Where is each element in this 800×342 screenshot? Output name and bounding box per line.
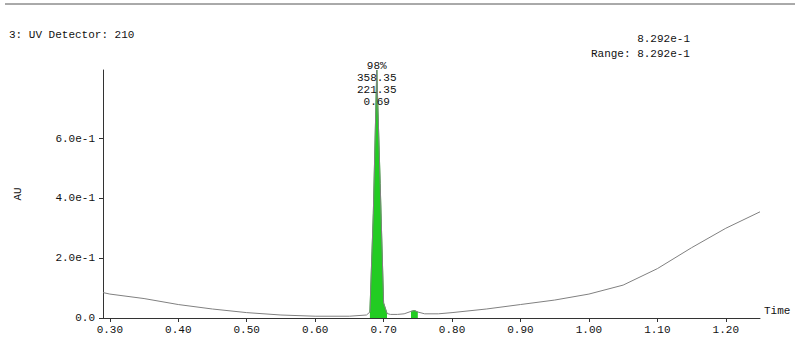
svg-text:0.50: 0.50	[234, 324, 260, 336]
svg-text:4.0e-1: 4.0e-1	[55, 192, 95, 204]
svg-text:3: UV Detector: 210: 3: UV Detector: 210	[9, 29, 134, 41]
svg-text:1.10: 1.10	[644, 324, 670, 336]
svg-text:Range: 8.292e-1: Range: 8.292e-1	[591, 48, 690, 60]
svg-text:358.35: 358.35	[357, 72, 397, 84]
svg-text:Time: Time	[764, 305, 790, 317]
svg-text:0.40: 0.40	[165, 324, 191, 336]
svg-text:0.60: 0.60	[302, 324, 328, 336]
svg-text:8.292e-1: 8.292e-1	[637, 33, 690, 45]
svg-text:AU: AU	[12, 187, 24, 200]
svg-text:0.90: 0.90	[507, 324, 533, 336]
svg-text:221.35: 221.35	[357, 84, 397, 96]
svg-text:0.70: 0.70	[370, 324, 396, 336]
svg-text:1.20: 1.20	[713, 324, 739, 336]
svg-text:6.0e-1: 6.0e-1	[55, 133, 95, 145]
svg-text:0.30: 0.30	[97, 324, 123, 336]
svg-text:0.69: 0.69	[364, 96, 390, 108]
svg-text:98%: 98%	[367, 60, 387, 72]
svg-text:0.80: 0.80	[439, 324, 465, 336]
svg-text:1.00: 1.00	[576, 324, 602, 336]
svg-text:0.0: 0.0	[75, 312, 95, 324]
svg-text:2.0e-1: 2.0e-1	[55, 252, 95, 264]
